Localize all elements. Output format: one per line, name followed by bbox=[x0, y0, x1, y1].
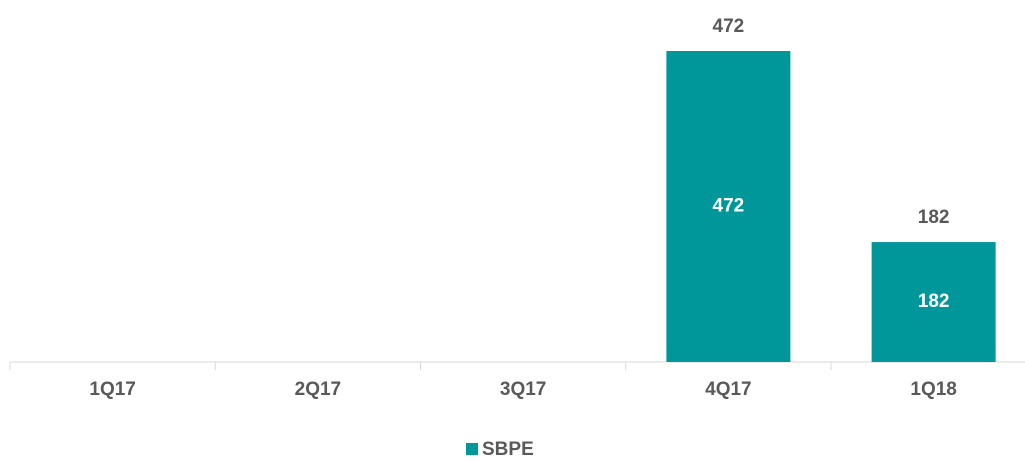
bar-total-label: 182 bbox=[918, 207, 950, 228]
x-tick-label: 4Q17 bbox=[705, 379, 751, 400]
x-tick-label: 1Q18 bbox=[910, 379, 956, 400]
x-tick-label: 1Q17 bbox=[89, 379, 135, 400]
bar bbox=[871, 242, 996, 362]
bar-value-label: 472 bbox=[713, 196, 745, 217]
legend-swatch bbox=[466, 443, 478, 455]
legend-label: SBPE bbox=[482, 439, 534, 460]
x-tick-label: 3Q17 bbox=[500, 379, 546, 400]
bar-total-label: 472 bbox=[713, 16, 745, 37]
bar bbox=[666, 51, 791, 362]
x-tick-label: 2Q17 bbox=[295, 379, 341, 400]
bar-value-label: 182 bbox=[918, 291, 950, 312]
